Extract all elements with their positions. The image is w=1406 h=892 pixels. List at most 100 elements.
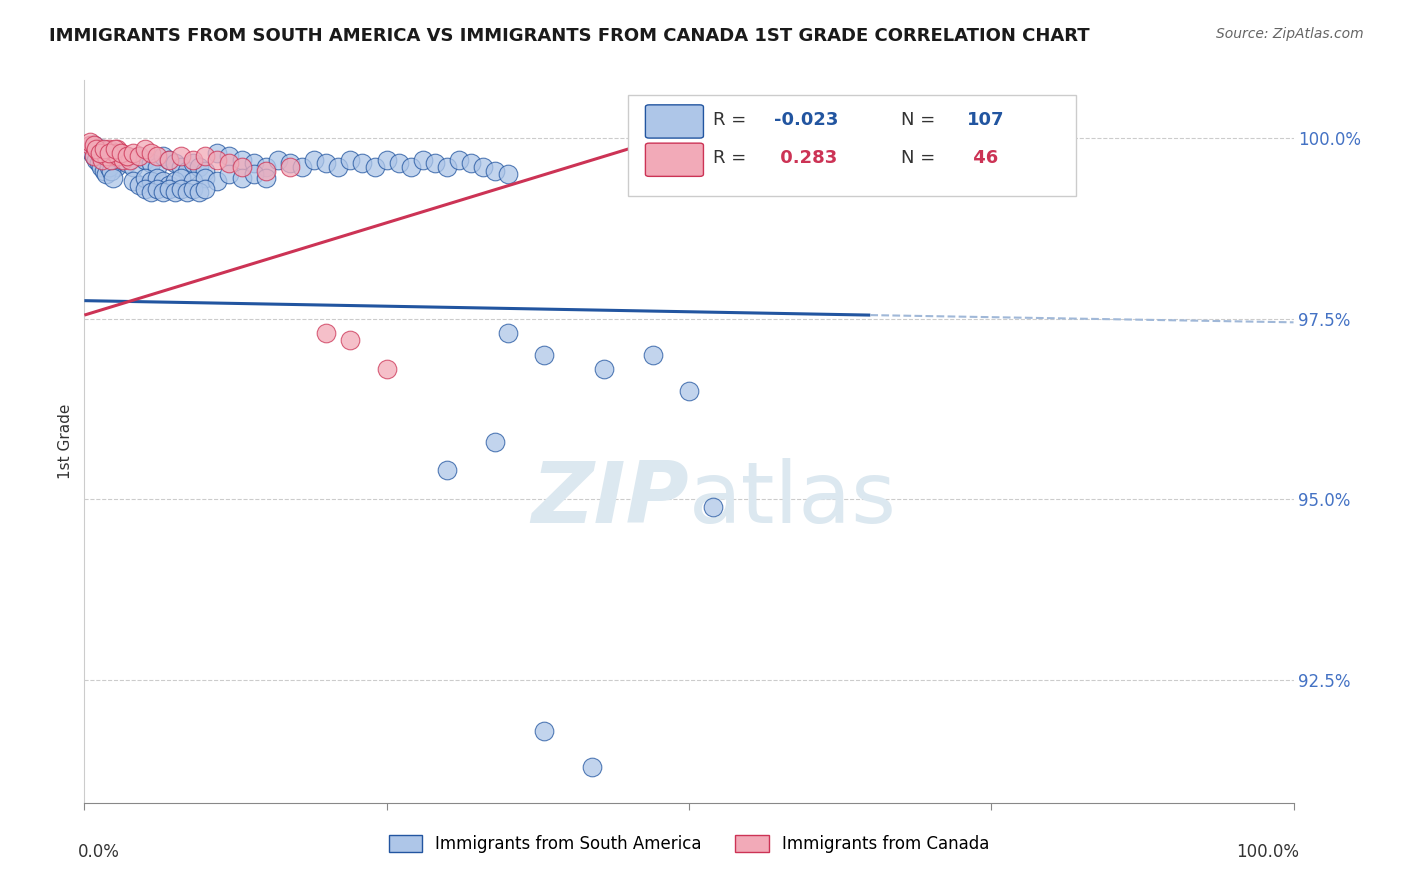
FancyBboxPatch shape — [645, 143, 703, 177]
Point — [121, 160, 143, 174]
Point — [90, 153, 112, 167]
Point — [496, 326, 519, 340]
Point — [134, 142, 156, 156]
Point — [152, 149, 174, 163]
Point — [146, 181, 169, 195]
Point — [97, 145, 120, 160]
Point — [363, 160, 385, 174]
Point — [139, 145, 162, 160]
Point — [423, 156, 446, 170]
Point — [128, 149, 150, 163]
Point — [388, 156, 411, 170]
Point — [231, 170, 253, 185]
Point — [267, 153, 290, 167]
Point — [110, 153, 132, 167]
Point — [188, 186, 211, 200]
FancyBboxPatch shape — [628, 95, 1076, 196]
Point — [218, 156, 240, 170]
Point — [86, 153, 108, 167]
Point — [79, 142, 101, 156]
Text: N =: N = — [901, 149, 941, 167]
Point — [339, 153, 361, 167]
Point — [103, 156, 125, 170]
Point — [472, 160, 495, 174]
Point — [115, 149, 138, 163]
Point — [352, 156, 374, 170]
Point — [254, 163, 277, 178]
Point — [157, 181, 180, 195]
Point — [93, 156, 115, 170]
Point — [170, 160, 193, 174]
Point — [449, 153, 471, 167]
Legend: Immigrants from South America, Immigrants from Canada: Immigrants from South America, Immigrant… — [382, 828, 995, 860]
Point — [181, 153, 204, 167]
Point — [100, 163, 122, 178]
Point — [82, 138, 104, 153]
Point — [207, 153, 229, 167]
Point — [100, 153, 122, 167]
Point — [93, 163, 115, 178]
Text: 100.0%: 100.0% — [1236, 843, 1299, 861]
Point — [484, 434, 506, 449]
Point — [91, 145, 114, 160]
Point — [83, 149, 105, 163]
Point — [315, 156, 337, 170]
Point — [94, 149, 117, 163]
Point — [104, 149, 127, 163]
Point — [328, 160, 350, 174]
Point — [678, 384, 700, 398]
Text: R =: R = — [713, 149, 752, 167]
Point — [87, 156, 110, 170]
Point — [194, 163, 217, 178]
Point — [165, 174, 187, 188]
Point — [89, 153, 111, 167]
Point — [302, 153, 325, 167]
Point — [593, 362, 616, 376]
Text: 0.0%: 0.0% — [79, 843, 120, 861]
Point — [107, 149, 129, 163]
Point — [115, 149, 138, 163]
Text: 0.283: 0.283 — [773, 149, 837, 167]
Point — [100, 153, 122, 167]
Point — [86, 149, 108, 163]
Text: IMMIGRANTS FROM SOUTH AMERICA VS IMMIGRANTS FROM CANADA 1ST GRADE CORRELATION CH: IMMIGRANTS FROM SOUTH AMERICA VS IMMIGRA… — [49, 27, 1090, 45]
Point — [86, 142, 108, 156]
Point — [207, 145, 229, 160]
Point — [165, 156, 187, 170]
Point — [399, 160, 422, 174]
Point — [194, 149, 217, 163]
Point — [702, 500, 724, 514]
Point — [165, 186, 187, 200]
Point — [120, 153, 142, 167]
Point — [278, 160, 301, 174]
Point — [188, 160, 211, 174]
Point — [91, 153, 114, 167]
Point — [112, 153, 135, 167]
Point — [375, 153, 398, 167]
Point — [94, 149, 117, 163]
Point — [157, 153, 180, 167]
Point — [291, 160, 314, 174]
Point — [101, 156, 124, 170]
Text: Source: ZipAtlas.com: Source: ZipAtlas.com — [1216, 27, 1364, 41]
Point — [134, 170, 156, 185]
Point — [254, 170, 277, 185]
Point — [87, 142, 110, 156]
Point — [97, 142, 120, 156]
Point — [194, 181, 217, 195]
Point — [581, 759, 603, 773]
Point — [96, 145, 118, 160]
Point — [146, 149, 169, 163]
Text: atlas: atlas — [689, 458, 897, 541]
Point — [176, 163, 198, 178]
Point — [152, 174, 174, 188]
Point — [207, 174, 229, 188]
Point — [152, 186, 174, 200]
Point — [496, 167, 519, 181]
Point — [254, 160, 277, 174]
Point — [121, 174, 143, 188]
Point — [90, 160, 112, 174]
Y-axis label: 1st Grade: 1st Grade — [58, 404, 73, 479]
Point — [105, 142, 128, 156]
Point — [139, 174, 162, 188]
